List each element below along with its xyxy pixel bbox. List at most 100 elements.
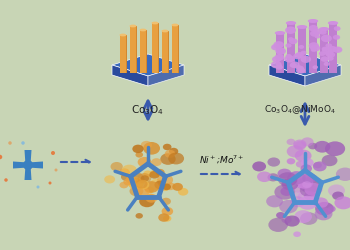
Ellipse shape [326,43,332,48]
Ellipse shape [295,52,304,58]
Ellipse shape [287,171,306,184]
Ellipse shape [336,168,350,181]
Ellipse shape [301,51,307,55]
Ellipse shape [273,41,284,48]
Ellipse shape [333,46,342,53]
Ellipse shape [163,215,172,222]
Ellipse shape [309,25,318,32]
Ellipse shape [311,48,316,52]
Ellipse shape [141,141,152,150]
Ellipse shape [325,51,334,56]
Ellipse shape [286,54,292,58]
Polygon shape [130,26,136,73]
Ellipse shape [301,158,314,168]
Ellipse shape [274,184,295,200]
Ellipse shape [334,26,341,31]
Polygon shape [298,27,306,73]
Ellipse shape [281,178,299,190]
Ellipse shape [279,200,298,213]
Polygon shape [148,65,184,86]
Ellipse shape [308,19,318,23]
Ellipse shape [322,47,328,51]
Polygon shape [112,65,148,86]
Ellipse shape [267,158,280,167]
Ellipse shape [298,191,315,203]
Ellipse shape [315,202,334,215]
Ellipse shape [271,44,280,51]
Ellipse shape [274,54,284,61]
Polygon shape [28,162,43,168]
Ellipse shape [310,30,320,37]
Ellipse shape [137,180,149,189]
Ellipse shape [162,207,173,216]
Ellipse shape [287,145,303,158]
Ellipse shape [121,173,131,181]
Ellipse shape [302,181,312,188]
Ellipse shape [154,180,166,189]
Ellipse shape [8,141,12,145]
Ellipse shape [172,183,183,191]
Ellipse shape [313,197,328,208]
Ellipse shape [319,51,326,56]
Ellipse shape [294,141,306,150]
Ellipse shape [293,185,304,193]
Ellipse shape [280,187,293,196]
Ellipse shape [141,175,149,182]
Polygon shape [305,65,341,86]
Ellipse shape [143,142,160,155]
Ellipse shape [333,35,340,40]
Ellipse shape [296,179,310,189]
Ellipse shape [286,21,296,25]
Polygon shape [276,33,284,73]
Ellipse shape [275,31,285,35]
Ellipse shape [326,51,332,54]
Ellipse shape [293,174,313,188]
Ellipse shape [150,170,161,178]
Ellipse shape [272,56,281,62]
Ellipse shape [133,177,140,183]
Polygon shape [269,65,305,86]
Ellipse shape [304,183,322,196]
Polygon shape [309,21,317,73]
Ellipse shape [168,152,184,164]
Ellipse shape [273,44,280,48]
Ellipse shape [313,29,322,35]
Ellipse shape [139,196,155,207]
Ellipse shape [119,34,126,36]
Ellipse shape [140,28,147,32]
Ellipse shape [297,25,307,29]
Ellipse shape [23,160,33,170]
Polygon shape [140,30,147,73]
Ellipse shape [158,213,169,222]
Ellipse shape [290,63,297,68]
Polygon shape [25,150,32,165]
Ellipse shape [324,204,335,213]
Text: Ni$^+$;Mo$^{7+}$: Ni$^+$;Mo$^{7+}$ [199,154,244,166]
Ellipse shape [299,45,304,49]
Ellipse shape [162,184,171,190]
Ellipse shape [289,38,298,44]
Ellipse shape [138,173,151,184]
Ellipse shape [160,153,176,165]
Ellipse shape [300,184,317,197]
Ellipse shape [298,196,317,210]
Ellipse shape [138,157,152,167]
Ellipse shape [296,67,305,74]
Ellipse shape [307,174,318,182]
Ellipse shape [123,178,133,186]
Ellipse shape [104,175,115,184]
Ellipse shape [132,145,144,153]
Polygon shape [161,31,168,73]
Ellipse shape [309,42,319,49]
Ellipse shape [169,148,178,155]
Ellipse shape [130,186,143,196]
Ellipse shape [314,141,330,153]
Polygon shape [25,165,32,180]
Ellipse shape [328,184,345,197]
Ellipse shape [278,172,298,186]
Ellipse shape [301,137,314,146]
Ellipse shape [121,165,137,176]
Ellipse shape [155,169,164,176]
Ellipse shape [143,170,153,177]
Polygon shape [269,54,341,76]
